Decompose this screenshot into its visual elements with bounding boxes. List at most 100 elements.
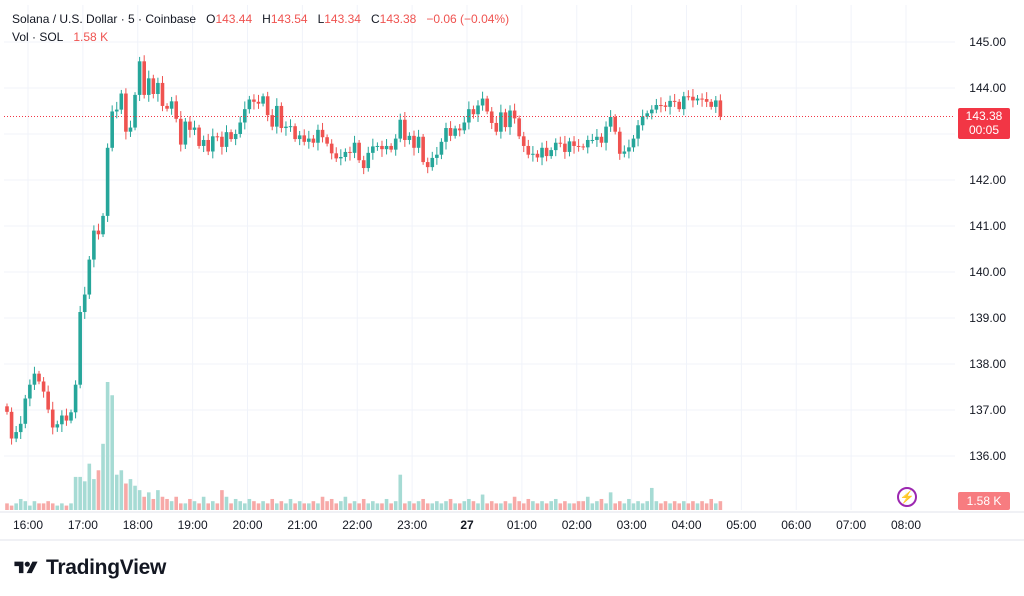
candle-body [41, 381, 46, 392]
price-tick-label: 144.00 [969, 81, 1006, 95]
volume-bar [119, 470, 124, 510]
candle-body [462, 122, 467, 131]
volume-bar [210, 501, 215, 510]
candle-body [73, 384, 78, 413]
candle-body [654, 105, 659, 110]
candle-body [613, 116, 617, 132]
candle-body [681, 96, 686, 110]
volume-bar [471, 501, 476, 510]
tradingview-logo[interactable]: TradingView [12, 556, 166, 580]
candle-body [87, 259, 92, 295]
volume-bar [691, 501, 695, 510]
volume-bar [224, 496, 229, 510]
volume-bar [55, 505, 60, 510]
volume-bar [640, 503, 645, 510]
open-label: O [206, 12, 216, 26]
volume-bar [9, 505, 14, 510]
candle-body [242, 109, 247, 123]
high-value: 143.54 [270, 12, 308, 26]
volume-bar [101, 443, 105, 510]
time-tick-label: 08:00 [891, 518, 921, 532]
volume-bar [37, 503, 41, 510]
volume-bar [28, 505, 32, 510]
volume-bar [73, 476, 78, 510]
candle-body [352, 142, 357, 153]
candle-body [631, 138, 636, 148]
volume-bar [444, 501, 448, 510]
volume-bar [627, 498, 631, 510]
volume-bar [165, 498, 169, 510]
last-volume-badge: 1.58 K [958, 492, 1010, 510]
close-label: C [370, 12, 380, 26]
candle-body [329, 143, 334, 154]
candle-body [50, 409, 55, 428]
volume-label[interactable]: Vol · SOL [12, 30, 64, 44]
tradingview-logo-icon [14, 561, 38, 574]
volume-bar [256, 503, 261, 510]
price-tick-label: 139.00 [969, 311, 1006, 325]
volume-bar [654, 501, 659, 510]
candle-body [531, 153, 535, 155]
candle-body [302, 135, 307, 142]
candle-body [174, 101, 178, 119]
volume-bar [567, 503, 572, 510]
candle-body [78, 312, 82, 385]
volume-bar [343, 496, 348, 510]
volume-bar [142, 496, 146, 510]
volume-bar [215, 503, 220, 510]
volume-bar [499, 503, 503, 510]
candle-body [311, 138, 316, 143]
candle-body [590, 139, 595, 141]
lightning-icon[interactable]: ⚡ [897, 487, 917, 507]
volume-bar [521, 503, 526, 510]
volume-bar [540, 501, 544, 510]
candle-body [649, 109, 654, 114]
candle-body [96, 230, 101, 235]
volume-bar [576, 501, 581, 510]
volume-bar [174, 496, 178, 510]
volume-bar [238, 501, 243, 510]
volume-bar [197, 503, 201, 510]
volume-bar [677, 503, 682, 510]
volume-bar [297, 501, 302, 510]
candle-body [270, 115, 275, 127]
volume-bar [380, 503, 384, 510]
volume-bar [435, 501, 439, 510]
volume-bar [5, 503, 9, 510]
candle-body [595, 136, 599, 140]
volume-bar [124, 483, 128, 510]
time-tick-label: 02:00 [562, 518, 592, 532]
volume-value: 1.58 K [73, 30, 109, 44]
volume-bar [69, 503, 73, 510]
candle-body [485, 98, 489, 112]
candle-body [622, 151, 627, 154]
volume-bar [169, 501, 174, 510]
candle-body [110, 111, 114, 148]
candle-body [645, 113, 650, 117]
symbol-label[interactable]: Solana / U.S. Dollar · 5 · Coinbase [12, 12, 197, 26]
candle-body [256, 101, 261, 104]
candle-body [307, 138, 311, 142]
volume-bar [398, 474, 403, 510]
candle-body [581, 146, 585, 148]
candle-body [371, 146, 375, 153]
candle-body [448, 128, 453, 136]
volume-bar [270, 498, 275, 510]
volume-bar [384, 498, 389, 510]
volume-bar [681, 501, 686, 510]
change-value: −0.06 (−0.04%) [426, 12, 510, 26]
volume-bar [613, 503, 617, 510]
volume-bar [508, 503, 512, 510]
candle-body [526, 145, 531, 155]
volume-bar [608, 492, 613, 510]
volume-bar [275, 503, 279, 510]
candle-body [421, 136, 425, 163]
candle-body [380, 145, 384, 150]
time-tick-label: 06:00 [781, 518, 811, 532]
candle-body [146, 78, 151, 95]
volume-bar [316, 503, 320, 510]
volume-bar [457, 503, 462, 510]
candle-body [435, 154, 439, 158]
candle-body [275, 105, 279, 127]
